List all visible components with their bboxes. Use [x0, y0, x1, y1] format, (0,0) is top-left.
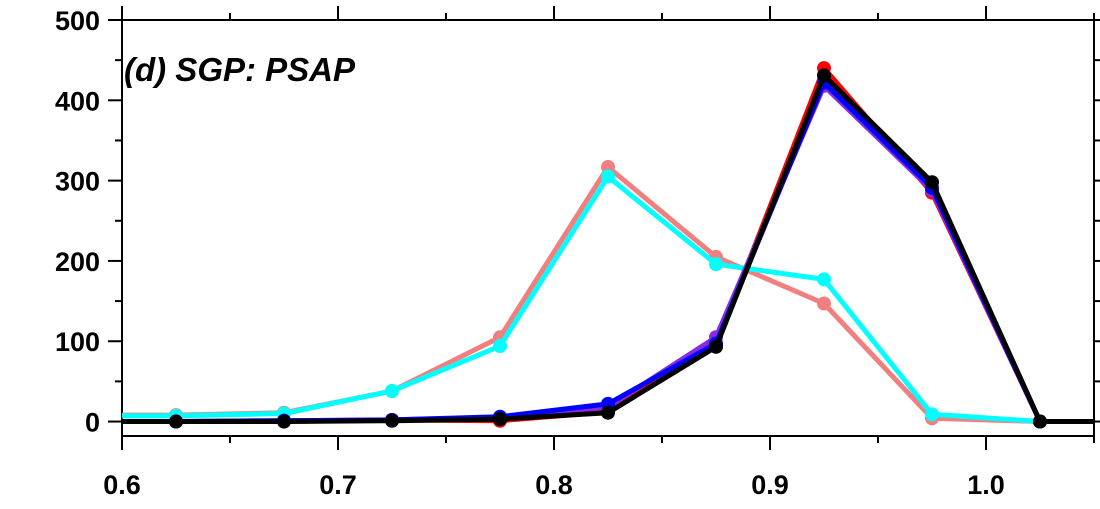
series-line — [122, 80, 1094, 424]
data-point — [277, 414, 291, 429]
y-tick-label: 500 — [55, 6, 100, 36]
data-point — [817, 296, 831, 311]
data-point — [709, 339, 723, 354]
chart-title: (d) SGP: PSAP — [124, 51, 356, 88]
series-line — [122, 72, 1094, 424]
data-point — [493, 339, 507, 354]
data-point — [601, 405, 615, 420]
y-tick-label: 0 — [85, 408, 100, 438]
x-tick-label: 0.9 — [751, 470, 789, 500]
series-group — [122, 68, 1094, 429]
series-group — [122, 169, 1094, 429]
series-group — [122, 61, 1094, 429]
data-point — [493, 412, 507, 427]
y-tick-label: 200 — [55, 247, 100, 277]
x-tick-labels: 0.6 0.7 0.8 0.9 1.0 — [103, 470, 1005, 500]
x-tick-label: 0.8 — [535, 470, 573, 500]
data-point — [385, 384, 399, 399]
data-point — [709, 257, 723, 272]
series-line — [122, 83, 1094, 424]
y-tick-labels: 0 100 200 300 400 500 — [55, 6, 100, 438]
y-tick-label: 400 — [55, 86, 100, 116]
x-tick-label: 0.7 — [319, 470, 357, 500]
y-tick-label: 100 — [55, 327, 100, 357]
series-group — [122, 78, 1094, 429]
data-point — [169, 414, 183, 429]
data-point — [817, 272, 831, 287]
data-point — [601, 169, 615, 184]
series-line — [122, 164, 1094, 424]
x-tick-label: 1.0 — [967, 470, 1005, 500]
data-point — [1033, 414, 1047, 429]
data-point — [925, 175, 939, 190]
data-point — [817, 68, 831, 83]
data-point — [925, 407, 939, 422]
y-tick-label: 300 — [55, 167, 100, 197]
data-point — [601, 159, 615, 174]
series-line — [122, 65, 1094, 424]
series-layer — [122, 61, 1094, 429]
series-group — [122, 159, 1094, 429]
series-group — [122, 75, 1094, 429]
data-point — [385, 413, 399, 428]
x-tick-label: 0.6 — [103, 470, 141, 500]
plot-frame — [121, 19, 1095, 437]
